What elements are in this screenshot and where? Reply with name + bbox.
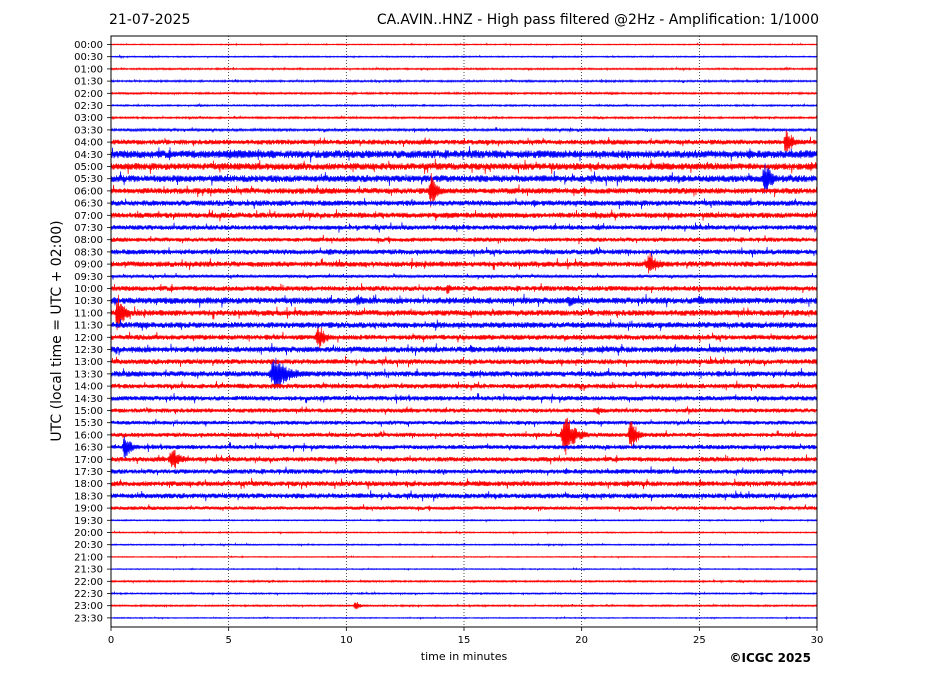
y-tick-label: 06:30 (74, 199, 103, 210)
chart-title: CA.AVIN..HNZ - High pass filtered @2Hz -… (376, 12, 819, 28)
seismic-trace-1330 (110, 357, 818, 389)
y-tick-label: 15:00 (74, 406, 103, 417)
grid-layer (228, 36, 700, 627)
y-tick-label: 02:30 (74, 101, 103, 112)
y-tick-label: 04:00 (74, 138, 103, 149)
y-tick-label: 00:00 (74, 40, 103, 51)
y-tick-label: 18:00 (74, 479, 103, 490)
x-tick-label: 0 (108, 635, 114, 646)
y-tick-label: 00:30 (74, 52, 103, 63)
y-tick-label: 23:30 (74, 613, 103, 624)
seismic-trace-1900 (110, 504, 818, 512)
seismic-trace-0400 (110, 130, 818, 152)
x-tick-label: 15 (458, 635, 471, 646)
y-tick-label: 21:00 (74, 552, 103, 563)
y-tick-label: 05:30 (74, 174, 103, 185)
y-tick-label: 11:30 (74, 321, 103, 332)
y-tick-label: 07:00 (74, 211, 103, 222)
y-tick-label: 09:00 (74, 260, 103, 271)
y-tick-label: 20:30 (74, 540, 103, 551)
seismic-trace-0800 (110, 234, 818, 245)
seismic-trace-1400 (110, 380, 818, 392)
seismic-trace-0600 (110, 173, 818, 208)
y-tick-label: 07:30 (74, 223, 103, 234)
seismic-trace-1730 (110, 466, 818, 476)
seismic-trace-1200 (110, 327, 818, 350)
y-tick-label: 18:30 (74, 491, 103, 502)
y-tick-label: 23:00 (74, 601, 103, 612)
y-tick-label: 01:00 (74, 64, 103, 75)
y-tick-label: 13:30 (74, 369, 103, 380)
plot-frame (110, 35, 818, 628)
y-tick-label: 02:00 (74, 89, 103, 100)
date-label: 21-07-2025 (109, 12, 191, 28)
y-tick-label: 06:00 (74, 186, 103, 197)
y-tick-label: 10:30 (74, 296, 103, 307)
y-tick-label: 17:30 (74, 467, 103, 478)
y-tick-label: 13:00 (74, 357, 103, 368)
y-tick-label: 22:30 (74, 589, 103, 600)
seismic-trace-0630 (110, 197, 818, 210)
y-tick-label: 14:30 (74, 394, 103, 405)
seismic-trace-1100 (110, 294, 818, 331)
x-tick-label: 25 (693, 635, 706, 646)
y-tick-label: 01:30 (74, 77, 103, 88)
seismic-trace-1030 (110, 293, 818, 308)
seismic-trace-1500 (110, 406, 818, 415)
seismic-trace-1830 (110, 490, 818, 502)
y-tick-label: 11:00 (74, 308, 103, 319)
y-tick-label: 03:30 (74, 125, 103, 136)
x-tick-label: 10 (340, 635, 353, 646)
y-tick-label: 14:00 (74, 382, 103, 393)
trace-layer (110, 42, 818, 621)
seismic-trace-1630 (110, 436, 818, 459)
y-tick-label: 20:00 (74, 528, 103, 539)
seismic-trace-1300 (110, 355, 818, 368)
seismic-trace-0930 (110, 273, 818, 280)
y-tick-label: 22:00 (74, 577, 103, 588)
y-tick-label: 15:30 (74, 418, 103, 429)
x-tick-label: 5 (225, 635, 231, 646)
y-tick-label: 16:30 (74, 443, 103, 454)
y-tick-label: 10:00 (74, 284, 103, 295)
y-tick-label: 04:30 (74, 150, 103, 161)
y-tick-label: 08:00 (74, 235, 103, 246)
x-axis-label: time in minutes (420, 650, 508, 663)
y-tick-label: 03:00 (74, 113, 103, 124)
y-tick-label: 12:30 (74, 345, 103, 356)
seismic-trace-0500 (110, 158, 818, 175)
seismic-trace-1800 (110, 477, 818, 490)
y-tick-label: 05:00 (74, 162, 103, 173)
x-tick-label: 20 (575, 635, 588, 646)
y-tick-label: 12:00 (74, 333, 103, 344)
y-tick-label: 17:00 (74, 455, 103, 466)
y-tick-label: 09:30 (74, 272, 103, 283)
y-tick-label: 16:00 (74, 430, 103, 441)
y-tick-label: 19:00 (74, 504, 103, 515)
copyright-label: ©ICGC 2025 (729, 651, 811, 665)
seismic-trace-0900 (110, 252, 818, 274)
y-tick-label: 21:30 (74, 565, 103, 576)
y-tick-label: 19:30 (74, 516, 103, 527)
x-tick-label: 30 (811, 635, 824, 646)
y-tick-label: 08:30 (74, 247, 103, 258)
